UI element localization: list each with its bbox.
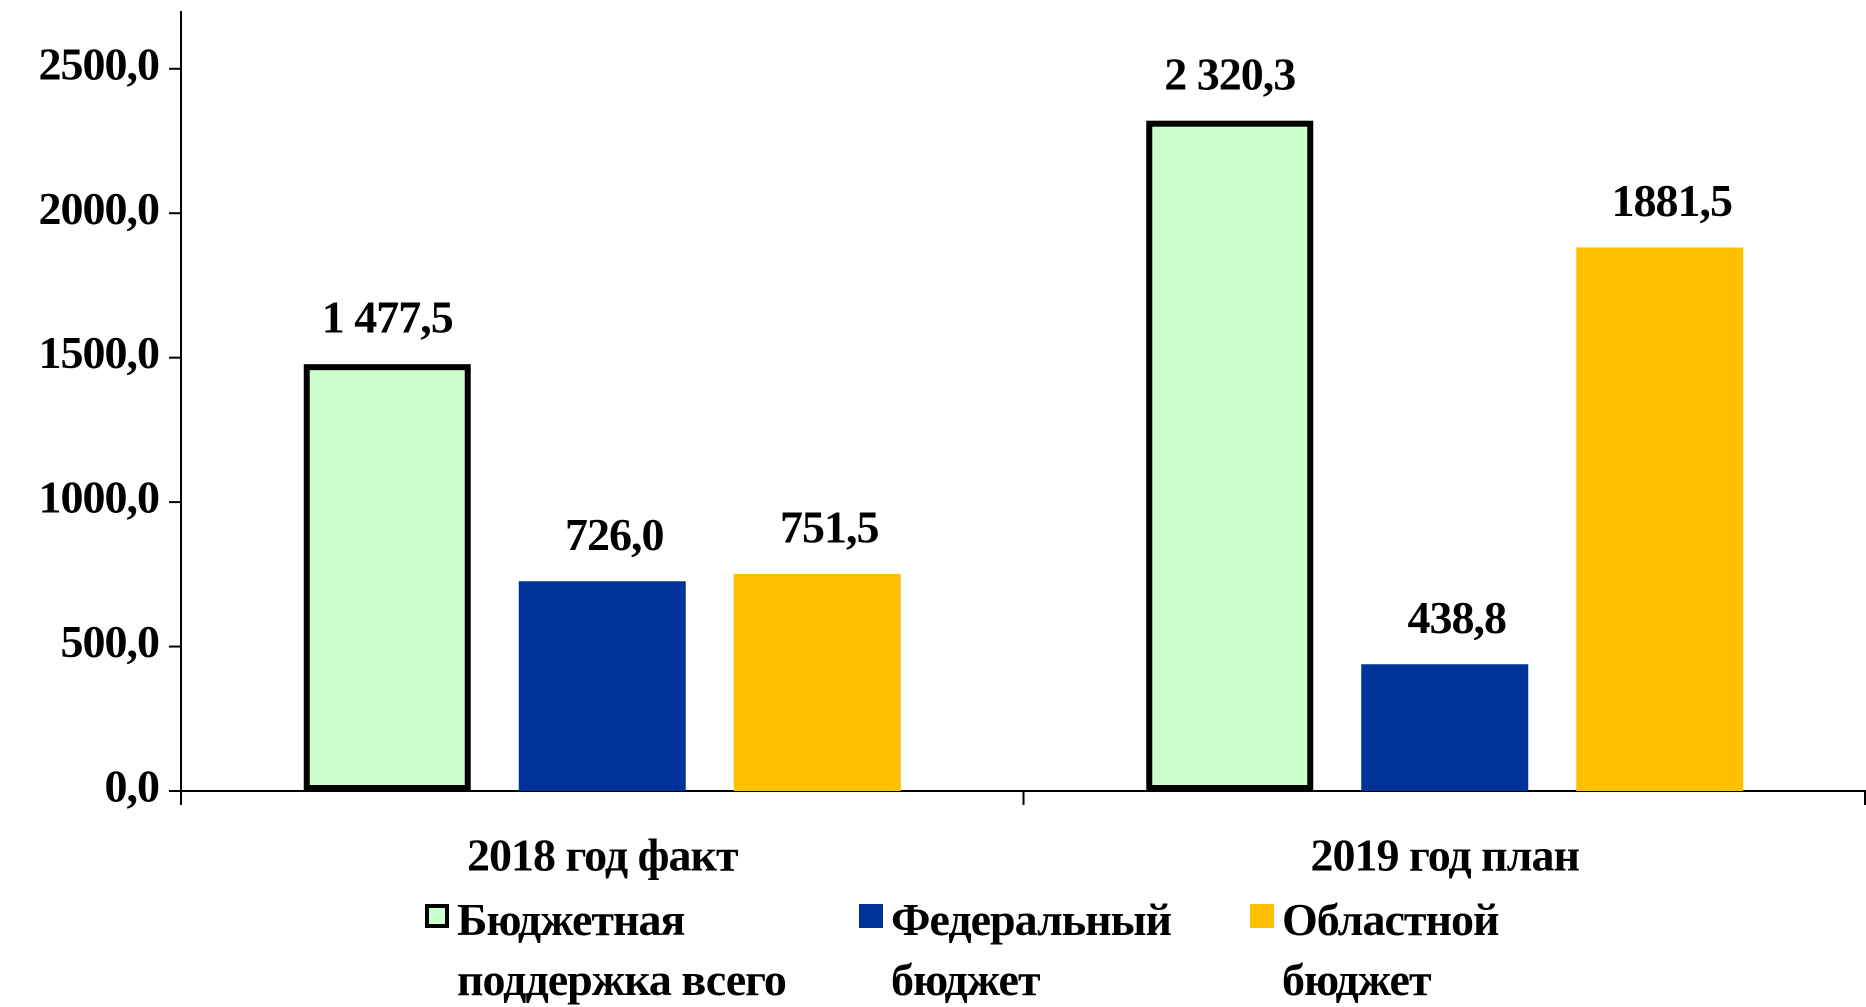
legend-label: Областной бюджет	[1282, 894, 1499, 1005]
bar	[518, 581, 686, 791]
value-label: 1881,5	[1612, 175, 1733, 226]
y-tick-label: 2500,0	[39, 38, 160, 89]
bar	[733, 573, 901, 791]
x-tick-label: 2018 год факт	[467, 830, 739, 881]
y-tick-label: 1500,0	[39, 327, 160, 378]
legend-swatch	[859, 904, 883, 928]
value-label: 726,0	[565, 509, 664, 560]
chart: 0,0 500,0 1000,0 1500,0 2000,0 2500,0 2018 год…	[39, 11, 1866, 881]
legend-item: Областной бюджет	[1250, 890, 1562, 1007]
x-tick-label: 2019 год план	[1310, 830, 1579, 881]
bar	[303, 364, 471, 791]
value-label: 1 477,5	[322, 292, 453, 343]
legend-label: Бюджетная поддержка всего	[457, 894, 787, 1005]
legend-swatch	[425, 904, 449, 928]
y-tick-label: 500,0	[61, 616, 160, 667]
y-tick-label: 1000,0	[39, 472, 160, 523]
legend-item: Федеральный бюджет	[859, 890, 1221, 1007]
legend-swatch	[1250, 904, 1274, 928]
bar	[1576, 247, 1744, 791]
bar	[1361, 664, 1529, 791]
legend: Бюджетная поддержка всего Федеральный бюд…	[0, 890, 1866, 1007]
bar	[1146, 120, 1314, 792]
value-label: 751,5	[780, 501, 879, 552]
y-tick-label: 2000,0	[39, 183, 160, 234]
y-tick-label: 0,0	[105, 761, 160, 812]
value-label: 438,8	[1408, 592, 1507, 643]
value-label: 2 320,3	[1164, 48, 1295, 99]
legend-label: Федеральный бюджет	[891, 894, 1172, 1005]
legend-item: Бюджетная поддержка всего	[425, 890, 837, 1007]
